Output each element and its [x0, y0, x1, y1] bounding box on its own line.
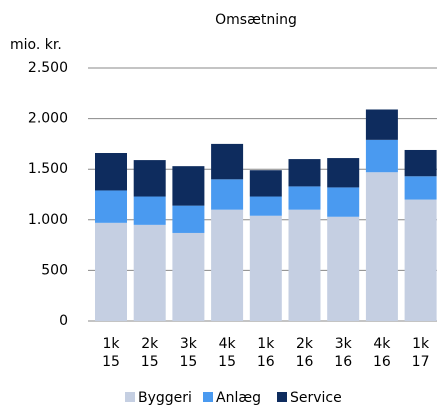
bar-segment [327, 158, 360, 188]
x-tick-label: 1k [257, 336, 275, 352]
x-tick-label: 15 [141, 354, 159, 370]
bar-segment [172, 232, 205, 321]
x-tick-label: 15 [218, 354, 236, 370]
legend-swatch [277, 392, 287, 402]
x-tick-label: 16 [257, 354, 275, 370]
x-tick-label: 1k [102, 336, 120, 352]
legend-label: Anlæg [216, 390, 261, 406]
bar-segment [95, 153, 127, 191]
y-axis-label: mio. kr. [10, 37, 62, 53]
legend-swatch [203, 392, 213, 402]
x-tick-label: 17 [412, 354, 430, 370]
bar-segment [327, 187, 360, 217]
bar-segment [249, 170, 282, 197]
x-tick-label: 2k [296, 336, 314, 352]
bar-segment [133, 196, 166, 225]
bar-segment [327, 216, 360, 321]
x-tick-label: 1k [412, 336, 430, 352]
bar-segment [249, 215, 282, 321]
x-tick-label: 16 [296, 354, 314, 370]
bar-segment [288, 186, 321, 210]
y-tick-label: 2.000 [28, 111, 68, 127]
legend-label: Byggeri [138, 390, 192, 406]
x-tick-label: 4k [373, 336, 391, 352]
bar-segment [404, 176, 437, 200]
bar-segment [172, 205, 205, 233]
y-tick-label: 500 [41, 262, 68, 278]
bar-segment [288, 209, 321, 321]
bar-segment [133, 160, 166, 197]
x-tick-label: 2k [141, 336, 159, 352]
bar-segment [172, 166, 205, 206]
bar-segment [95, 222, 127, 321]
bar-segment [365, 172, 398, 321]
legend-label: Service [290, 390, 342, 406]
y-tick-label: 0 [59, 313, 68, 329]
bar-segment [211, 209, 244, 321]
bar-segment [365, 139, 398, 173]
x-tick-label: 16 [373, 354, 391, 370]
y-tick-label: 2.500 [28, 60, 68, 76]
bar-segment [211, 179, 244, 210]
bar-segment [249, 196, 282, 216]
x-tick-label: 3k [180, 336, 198, 352]
chart-title: Omsætning [215, 12, 297, 28]
bar-segment [365, 109, 398, 140]
bar-segment [211, 143, 244, 180]
bar-segment [404, 199, 437, 321]
x-tick-label: 3k [335, 336, 353, 352]
bar-segment [133, 224, 166, 321]
x-tick-label: 15 [102, 354, 120, 370]
bar-segment [288, 159, 321, 187]
legend-swatch [125, 392, 135, 402]
x-tick-label: 4k [219, 336, 237, 352]
y-tick-label: 1.500 [28, 161, 68, 177]
x-tick-label: 15 [179, 354, 197, 370]
y-tick-label: 1.000 [28, 212, 68, 228]
bar-segment [95, 190, 127, 223]
bar-segment [404, 149, 437, 177]
x-tick-label: 16 [334, 354, 352, 370]
